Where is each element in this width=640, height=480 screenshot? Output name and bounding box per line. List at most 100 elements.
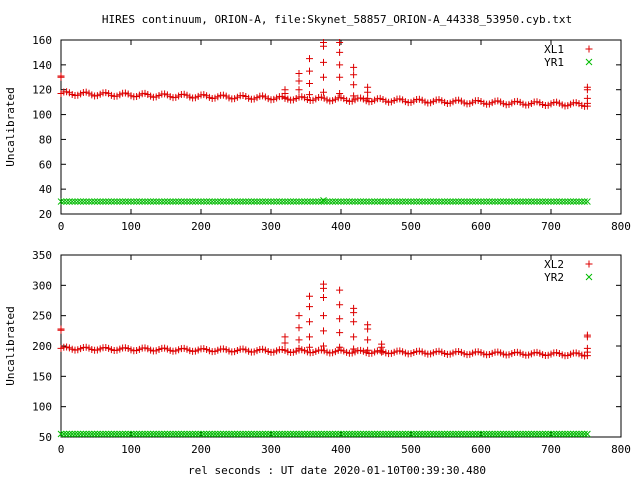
data-point-yr2	[343, 430, 350, 438]
data-point-yr1	[169, 198, 177, 205]
data-point-yr1	[242, 198, 250, 205]
data-point-yr2	[239, 430, 247, 438]
legend-marker-xl1	[585, 45, 593, 53]
data-point-yr1	[281, 198, 289, 205]
data-point-yr1	[225, 198, 233, 205]
data-point-yr1	[161, 198, 168, 205]
data-point-xl2	[320, 280, 327, 288]
legend-marker-yr2	[585, 273, 593, 281]
data-point-yr2	[452, 430, 460, 438]
data-point-xl1	[295, 70, 303, 78]
data-point-yr1	[326, 198, 334, 205]
data-point-yr2	[60, 430, 68, 438]
data-point-yr1	[502, 198, 510, 205]
data-point-yr1	[192, 198, 199, 205]
data-point-xl2	[336, 286, 344, 294]
y-tick-label: 150	[32, 370, 52, 383]
data-point-xl1	[336, 38, 344, 46]
data-point-yr2	[161, 430, 168, 438]
data-point-yr2	[430, 430, 437, 438]
data-point-yr1	[368, 198, 376, 205]
data-point-yr1	[197, 198, 205, 205]
data-point-xl1	[350, 81, 358, 89]
data-point-yr2	[379, 430, 387, 438]
data-point-yr2	[497, 430, 504, 438]
data-point-yr2	[486, 430, 493, 438]
data-point-yr2	[152, 430, 160, 438]
data-point-yr2	[306, 430, 314, 438]
data-point-yr2	[217, 430, 224, 438]
data-point-xl2	[306, 343, 313, 351]
data-point-yr2	[211, 430, 219, 438]
data-point-yr2	[80, 430, 87, 438]
data-point-yr1	[155, 198, 163, 205]
data-point-yr1	[189, 198, 196, 205]
data-point-xl2	[306, 303, 313, 311]
data-point-yr2	[180, 430, 188, 438]
top-points	[57, 38, 593, 205]
data-point-yr1	[360, 198, 367, 205]
data-point-xl2	[281, 346, 289, 354]
data-point-yr2	[382, 430, 390, 438]
data-point-yr2	[284, 430, 292, 438]
data-point-yr2	[96, 430, 104, 438]
x-tick-label: 100	[121, 220, 141, 233]
data-point-yr2	[242, 430, 250, 438]
data-point-xl2	[295, 312, 303, 320]
data-point-yr2	[133, 430, 140, 438]
legend-label-yr1: YR1	[544, 56, 564, 69]
data-point-yr1	[362, 198, 370, 205]
data-point-xl1	[336, 73, 344, 81]
data-point-yr1	[374, 198, 381, 205]
data-point-yr2	[542, 430, 549, 438]
data-point-xl2	[350, 318, 358, 326]
data-point-yr1	[276, 198, 283, 205]
data-point-yr2	[329, 430, 336, 438]
data-point-yr1	[371, 198, 378, 205]
data-point-xl1	[306, 67, 313, 75]
data-point-yr1	[357, 198, 364, 205]
data-point-yr2	[222, 430, 230, 438]
data-point-yr1	[208, 198, 216, 205]
data-point-yr1	[217, 198, 224, 205]
data-point-yr1	[455, 198, 462, 205]
data-point-yr1	[284, 198, 292, 205]
data-point-yr1	[130, 198, 138, 205]
data-point-yr2	[446, 430, 454, 438]
data-point-yr1	[346, 198, 353, 205]
data-point-xl2	[281, 333, 289, 341]
x-tick-label: 500	[401, 443, 421, 456]
y-tick-label: 80	[39, 133, 52, 146]
data-point-yr1	[558, 198, 566, 205]
data-point-yr1	[133, 198, 140, 205]
data-point-yr1	[250, 198, 258, 205]
data-point-yr1	[102, 198, 110, 205]
data-point-yr1	[382, 198, 390, 205]
data-point-yr2	[416, 430, 423, 438]
data-point-yr1	[522, 198, 530, 205]
data-point-yr2	[505, 430, 513, 438]
data-point-yr1	[82, 198, 90, 205]
data-point-yr2	[553, 430, 560, 438]
data-point-yr2	[234, 430, 241, 438]
data-point-yr1	[270, 198, 278, 205]
data-point-yr2	[228, 430, 236, 438]
data-point-yr2	[427, 430, 434, 438]
data-point-yr1	[337, 198, 345, 205]
data-point-yr1	[96, 198, 104, 205]
data-point-yr2	[351, 430, 359, 438]
x-tick-label: 0	[58, 220, 65, 233]
data-point-yr2	[402, 430, 409, 438]
data-point-yr2	[312, 430, 320, 438]
data-point-yr2	[281, 430, 289, 438]
data-point-yr1	[172, 198, 180, 205]
data-point-yr1	[68, 198, 76, 205]
y-tick-label: 100	[32, 109, 52, 122]
data-point-yr2	[346, 430, 353, 438]
data-point-yr2	[301, 430, 308, 438]
data-point-yr1	[516, 198, 524, 205]
data-point-xl1	[350, 92, 358, 100]
data-point-yr2	[326, 430, 334, 438]
data-point-yr2	[295, 430, 303, 438]
data-point-yr2	[164, 430, 171, 438]
